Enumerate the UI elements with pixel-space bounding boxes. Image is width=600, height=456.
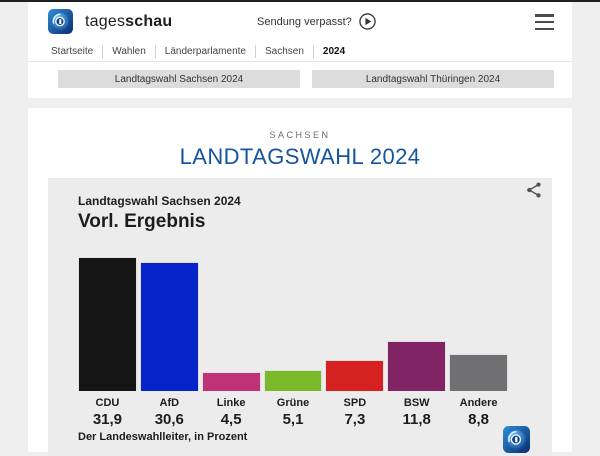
bar-area [325, 254, 385, 391]
bar-bsw [387, 341, 447, 391]
bar-value-afd: 30,6 [154, 411, 184, 428]
section-kicker: SACHSEN [269, 130, 331, 140]
missed-broadcast-link[interactable]: Sendung verpasst? [257, 13, 376, 30]
tagesschau-logo-icon [48, 9, 73, 34]
bar-value-bsw: 11,8 [402, 411, 431, 428]
breadcrumb-item-2024[interactable]: 2024 [322, 45, 346, 57]
bar-chart: CDU 31,9 AfD 30,6 Linke 4,5 Grüne 5,1 SPD 7,3 BSW 1… [78, 254, 509, 428]
quick-link-sachsen-button[interactable]: Landtagswahl Sachsen 2024 [58, 70, 300, 88]
bar-column-andere: Andere 8,8 [449, 254, 509, 428]
bar-area [449, 254, 509, 391]
bar-value-grüne: 5,1 [282, 411, 304, 428]
chart-source: Der Landeswahlleiter, in Prozent [78, 431, 248, 443]
chart-subtitle: Landtagswahl Sachsen 2024 [78, 194, 241, 208]
bar-value-cdu: 31,9 [92, 411, 123, 428]
breadcrumb: Startseite Wahlen Länderparlamente Sachsen 2… [42, 42, 354, 60]
bar-label-andere: Andere [459, 397, 498, 409]
tagesschau-watermark-icon [503, 426, 530, 453]
bar-label-spd: SPD [343, 397, 367, 409]
page-title: LANDTAGSWAHL 2024 [179, 144, 421, 169]
bar-value-andere: 8,8 [468, 411, 490, 428]
bar-column-linke: Linke 4,5 [201, 254, 261, 428]
quick-link-thueringen-button[interactable]: Landtagswahl Thüringen 2024 [312, 70, 554, 88]
header-divider [28, 61, 572, 62]
header: tagesschau Sendung verpasst? Startseite W… [28, 2, 572, 98]
missed-broadcast-label: Sendung verpasst? [257, 15, 352, 28]
bar-spd [325, 360, 385, 391]
main-content: SACHSEN LANDTAGSWAHL 2024 Landtagswahl S… [28, 108, 572, 456]
breadcrumb-separator [254, 44, 256, 58]
bar-linke [201, 372, 261, 391]
bar-column-cdu: CDU 31,9 [78, 254, 137, 428]
bar-column-spd: SPD 7,3 [325, 254, 385, 428]
bar-area [201, 254, 261, 391]
bar-area [78, 254, 137, 391]
bar-label-afd: AfD [159, 397, 180, 409]
bar-andere [449, 353, 509, 391]
breadcrumb-separator [102, 44, 104, 58]
bar-grüne [263, 369, 323, 391]
breadcrumb-item-wahlen[interactable]: Wahlen [112, 45, 146, 57]
brand-name: tagesschau [85, 12, 173, 30]
share-icon[interactable] [525, 181, 543, 199]
breadcrumb-separator [154, 44, 156, 58]
bar-label-grüne: Grüne [276, 397, 310, 409]
chart-title: Vorl. Ergebnis [78, 211, 206, 232]
bar-cdu [78, 256, 137, 391]
bar-label-bsw: BSW [403, 397, 430, 409]
bar-column-afd: AfD 30,6 [139, 254, 199, 428]
menu-icon[interactable] [535, 14, 554, 30]
bar-area [139, 254, 199, 391]
bar-column-grüne: Grüne 5,1 [263, 254, 323, 428]
bar-value-spd: 7,3 [344, 411, 366, 428]
breadcrumb-item-länderparlamente[interactable]: Länderparlamente [164, 45, 246, 57]
play-icon[interactable] [359, 13, 376, 30]
bar-area [263, 254, 323, 391]
bar-label-cdu: CDU [95, 397, 120, 409]
bar-value-linke: 4,5 [220, 411, 242, 428]
breadcrumb-separator [312, 44, 314, 58]
tagesschau-home-link[interactable]: tagesschau [48, 9, 172, 34]
bar-column-bsw: BSW 11,8 [387, 254, 447, 428]
election-chart-card: Landtagswahl Sachsen 2024 Vorl. Ergebnis… [48, 178, 552, 456]
bar-afd [139, 262, 199, 391]
bar-label-linke: Linke [216, 397, 246, 409]
breadcrumb-item-startseite[interactable]: Startseite [51, 45, 94, 57]
breadcrumb-item-sachsen[interactable]: Sachsen [264, 45, 304, 57]
bar-area [387, 254, 447, 391]
